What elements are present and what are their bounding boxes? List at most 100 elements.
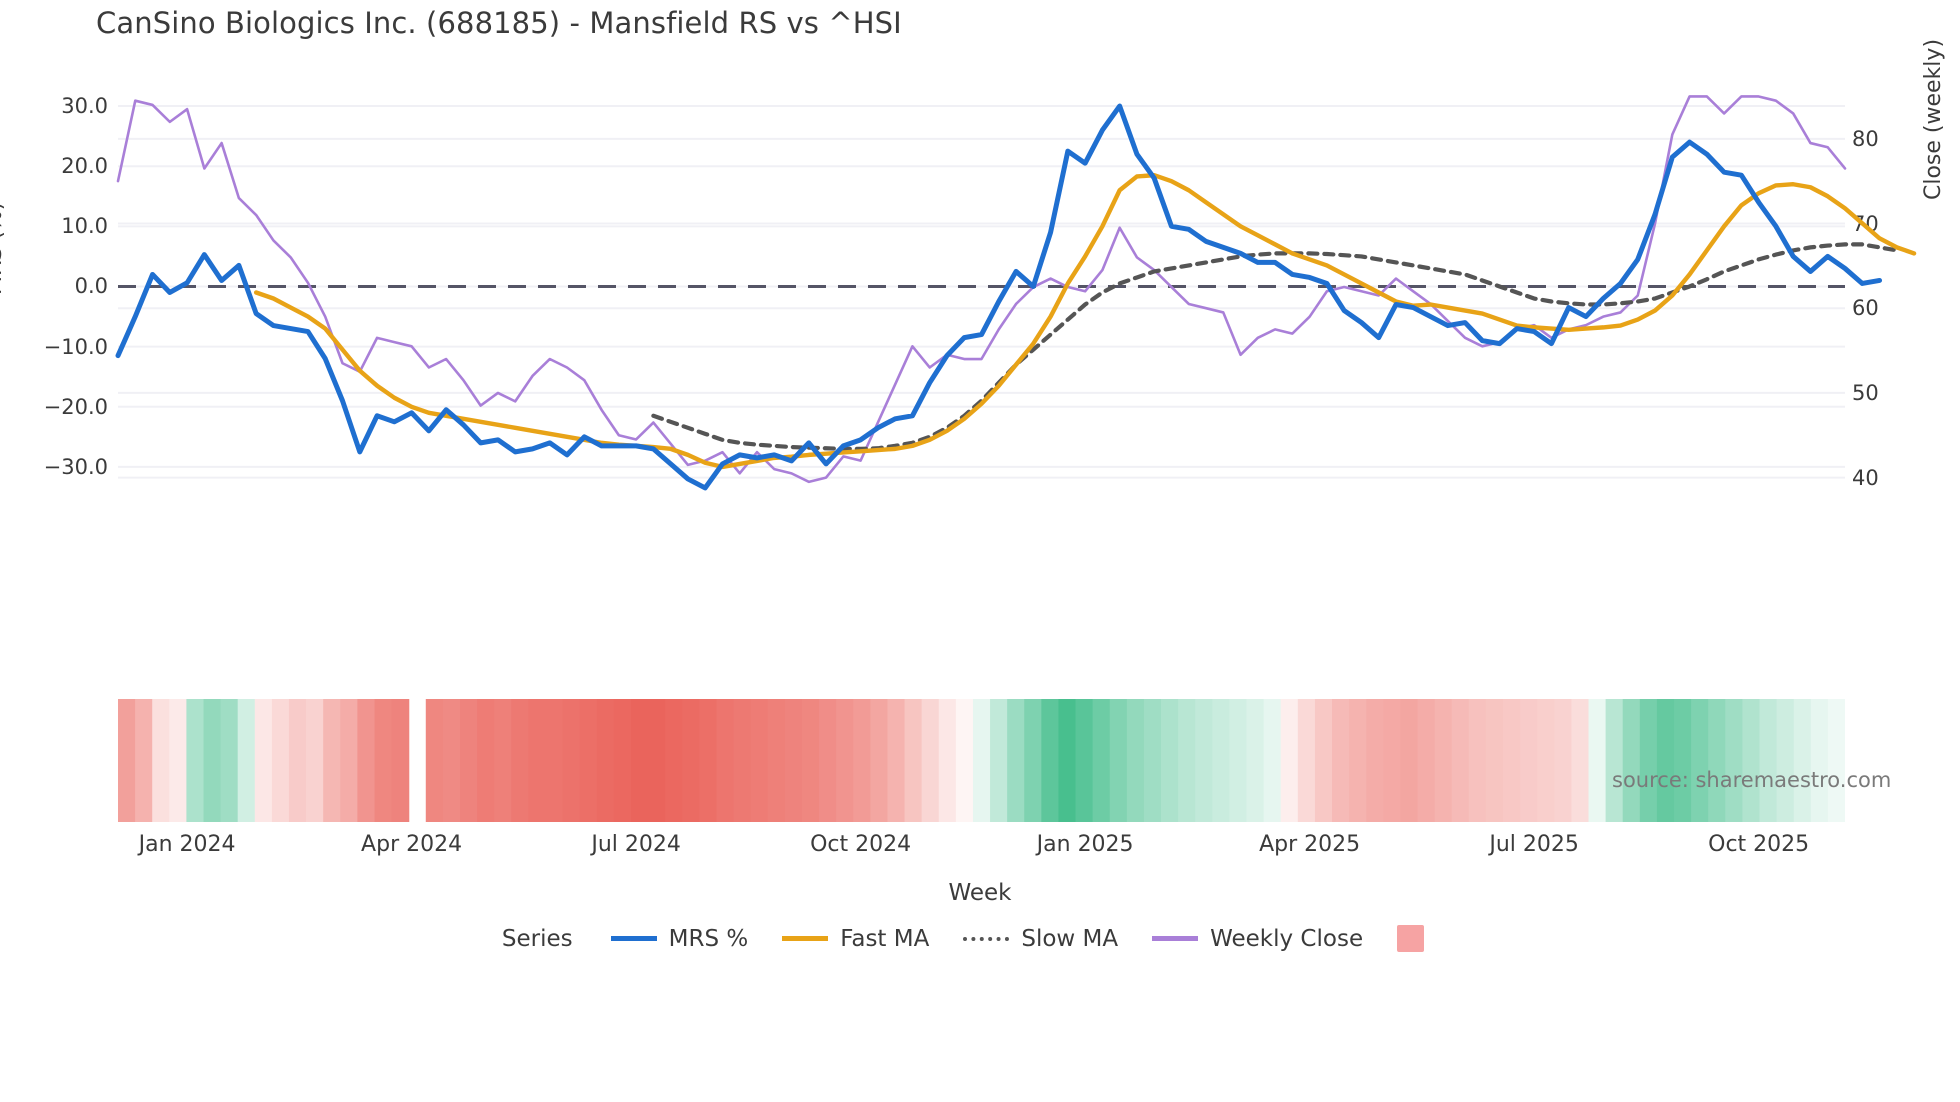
y-tick-left: 0.0: [74, 274, 108, 299]
y-tick-right: 60: [1852, 296, 1879, 321]
heat-cell: [1400, 699, 1419, 822]
heat-cell: [1041, 699, 1060, 822]
heat-cell: [1212, 699, 1231, 822]
legend-swatch-heat: [1397, 925, 1425, 952]
heat-cell: [1178, 699, 1196, 822]
y-axis-left-label: MRS (%): [0, 201, 7, 295]
heat-cell: [1725, 699, 1744, 822]
heat-cell: [1810, 699, 1829, 822]
plot-area: [115, 88, 1917, 503]
series-line-weekly-close: [116, 95, 1847, 484]
heat-cell: [1143, 699, 1162, 822]
heat-cell: [921, 699, 940, 822]
x-tick: Oct 2024: [810, 832, 912, 857]
heat-cell: [459, 699, 478, 822]
legend-swatch-line: [610, 936, 657, 941]
heat-cell: [819, 699, 837, 822]
y-tick-right: 50: [1852, 380, 1879, 405]
heat-cell: [1109, 699, 1128, 822]
heat-cell: [1007, 699, 1025, 822]
heat-cell: [1366, 699, 1384, 822]
heat-cell: [494, 699, 512, 822]
legend-label: Slow MA: [1021, 925, 1119, 952]
heat-cell: [1827, 699, 1845, 822]
heat-cell: [1468, 699, 1487, 822]
heat-cell: [203, 699, 222, 822]
heat-cell: [1229, 699, 1248, 822]
heat-cell: [682, 699, 700, 822]
heat-cell: [271, 699, 290, 822]
legend-label: Fast MA: [840, 925, 930, 952]
heat-cell: [955, 699, 974, 822]
heat-cell: [579, 699, 598, 822]
heat-cell: [1417, 699, 1436, 822]
heat-cell: [374, 699, 393, 822]
heat-cell: [887, 699, 906, 822]
legend-item[interactable]: Fast MA: [782, 926, 929, 952]
x-tick: Jul 2024: [591, 832, 681, 857]
legend-title: Series: [501, 925, 573, 952]
heat-cell: [665, 699, 683, 822]
heat-cell: [1485, 699, 1504, 822]
heat-cell: [801, 699, 820, 822]
heat-cell: [853, 699, 871, 822]
heat-cell: [1314, 699, 1333, 822]
heat-cell: [442, 699, 461, 822]
heat-cell: [340, 699, 358, 822]
heat-cell: [1708, 699, 1726, 822]
heat-cell: [1691, 699, 1709, 822]
heat-cell: [545, 699, 564, 822]
y-axis-left: 30.0 20.0 10.0 0.0 −10.0 −20.0 −30.0: [0, 88, 108, 503]
heat-cell: [1263, 699, 1282, 822]
heat-cell: [1537, 699, 1555, 822]
heat-cell: [938, 699, 957, 822]
heat-cell: [1451, 699, 1470, 822]
heat-cell: [716, 699, 735, 822]
heat-cell: [1605, 699, 1624, 822]
heat-cell: [648, 699, 666, 822]
heat-cell: [1332, 699, 1350, 822]
legend: Series MRS % Fast MA Slow MA Weekly Close: [0, 925, 1960, 952]
x-tick: Oct 2025: [1708, 832, 1810, 857]
heat-cell: [186, 699, 205, 822]
heat-cell: [1776, 699, 1795, 822]
heat-cell: [288, 699, 307, 822]
legend-item[interactable]: Slow MA: [963, 926, 1118, 952]
heat-cell: [528, 699, 547, 822]
heat-cell: [1024, 699, 1042, 822]
heat-cell: [254, 699, 273, 822]
heat-cell: [1793, 699, 1812, 822]
y-axis-right: 80 70 60 50 40: [1852, 88, 1922, 503]
y-axis-right-label: Close (weekly): [1921, 38, 1946, 200]
heat-cell: [630, 699, 649, 822]
heat-cell: [733, 699, 752, 822]
heat-cell: [1674, 699, 1692, 822]
legend-item[interactable]: [1397, 925, 1425, 952]
x-tick: Jul 2025: [1489, 832, 1579, 857]
chart-title: CanSino Biologics Inc. (688185) - Mansfi…: [96, 6, 902, 40]
heat-cell: [1571, 699, 1590, 822]
heat-cell: [511, 699, 529, 822]
x-tick: Apr 2024: [361, 832, 463, 857]
heat-cell: [1349, 699, 1367, 822]
legend-swatch-line: [1152, 936, 1199, 941]
heat-cell: [562, 699, 581, 822]
heat-cell: [306, 699, 324, 822]
heat-cell: [613, 699, 632, 822]
heat-cell: [1161, 699, 1179, 822]
momentum-heat-strip: [118, 699, 1845, 822]
y-tick-left: 10.0: [61, 214, 108, 239]
legend-item[interactable]: Weekly Close: [1152, 926, 1363, 952]
legend-item[interactable]: MRS %: [610, 926, 748, 952]
heat-cell: [1503, 699, 1521, 822]
heat-cell: [1058, 699, 1077, 822]
y-tick-right: 80: [1852, 126, 1879, 151]
heat-cell: [1588, 699, 1607, 822]
heat-cell: [870, 699, 889, 822]
heat-cell: [1075, 699, 1094, 822]
heat-cell: [237, 699, 256, 822]
heat-strip-svg: [118, 699, 1845, 822]
heat-cell: [972, 699, 991, 822]
heat-cell: [169, 699, 187, 822]
